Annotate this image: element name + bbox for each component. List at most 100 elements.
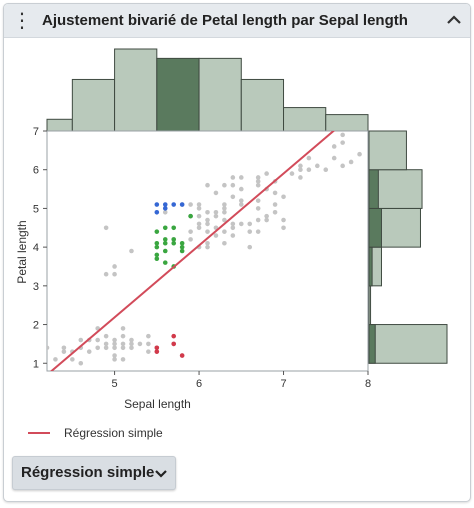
data-point [188,237,193,242]
data-point [188,202,193,207]
data-point [205,244,210,250]
right-histogram-highlight [368,324,376,364]
right-histogram-bar [368,324,448,364]
data-point [213,209,219,215]
data-point [120,326,126,331]
data-point [238,198,244,203]
data-point [154,244,160,250]
data-point [230,175,236,180]
data-point [162,202,168,207]
data-point [340,163,345,169]
y-axis-label: Petal length [15,220,29,283]
data-point [255,179,261,184]
x-tick-label: 5 [112,378,118,390]
data-point [112,337,117,343]
data-point [162,260,168,265]
top-histogram-bar [156,57,200,132]
regression-line [49,131,336,371]
data-point [120,341,126,347]
data-point [272,209,278,215]
data-point [171,240,177,246]
data-point [53,357,58,362]
data-point [213,213,219,219]
data-point [281,225,286,231]
legend-regression-swatch [28,432,50,434]
y-tick-label: 7 [33,126,39,138]
data-point [255,229,261,234]
data-point [272,202,278,207]
data-point [230,221,236,227]
data-point [331,155,337,161]
right-histogram-bar [368,285,372,326]
x-axis-label: Sepal length [124,397,191,411]
data-point [230,225,236,231]
legend-regression-label: Régression simple [64,426,163,440]
data-point [230,233,236,238]
data-point [222,202,227,207]
data-point [120,345,126,351]
x-tick-label: 8 [365,378,371,390]
chevron-up-icon[interactable] [444,10,464,30]
data-point [103,341,109,347]
top-histogram-bar [283,107,327,132]
data-point [331,144,337,149]
data-point [95,345,100,351]
plot-points-layer [47,131,362,371]
data-point [154,349,160,354]
data-point [162,237,168,242]
data-point [78,337,84,343]
data-point [86,349,92,354]
data-point [146,333,151,339]
data-point [179,248,185,254]
data-point [222,209,227,215]
data-point [120,333,126,339]
data-point [129,341,134,347]
data-point [298,163,303,169]
data-point [95,337,100,343]
data-point [247,229,253,234]
regression-dropdown-button[interactable]: Régression simple [12,456,176,490]
data-point [264,217,269,223]
data-point [171,333,177,339]
top-histogram-bar [240,78,285,132]
y-tick-label: 5 [33,203,39,215]
data-point [230,182,236,188]
data-point [47,345,50,351]
data-point [171,237,177,242]
data-point [196,202,202,207]
data-point [196,213,202,219]
data-point [61,345,67,351]
data-point [205,240,210,246]
data-point [162,248,168,254]
data-point [103,225,109,231]
data-point [340,132,345,138]
data-point [230,194,236,200]
data-point [340,140,345,145]
data-point [129,345,134,351]
data-point [238,175,244,180]
data-point [255,198,261,203]
regression-dropdown-label: Régression simple [21,464,155,481]
data-point [103,271,109,277]
right-histogram-highlight [368,207,382,248]
data-point [162,240,168,246]
data-point [238,221,244,227]
data-point [222,240,227,246]
data-point [129,337,134,343]
data-point [306,155,312,161]
top-histogram-bar [46,118,73,132]
data-point [222,229,227,234]
data-point [78,360,84,366]
vertical-ellipsis-icon[interactable]: ⋮ [12,10,32,32]
data-point [179,244,185,250]
data-point [205,221,210,227]
data-point [179,353,185,358]
data-point [154,252,160,258]
data-point [171,225,177,231]
data-point [120,357,126,362]
top-histogram-bar [71,78,116,132]
data-point [188,213,193,219]
top-histogram-bar [114,48,158,132]
y-tick-label: 2 [33,320,39,332]
